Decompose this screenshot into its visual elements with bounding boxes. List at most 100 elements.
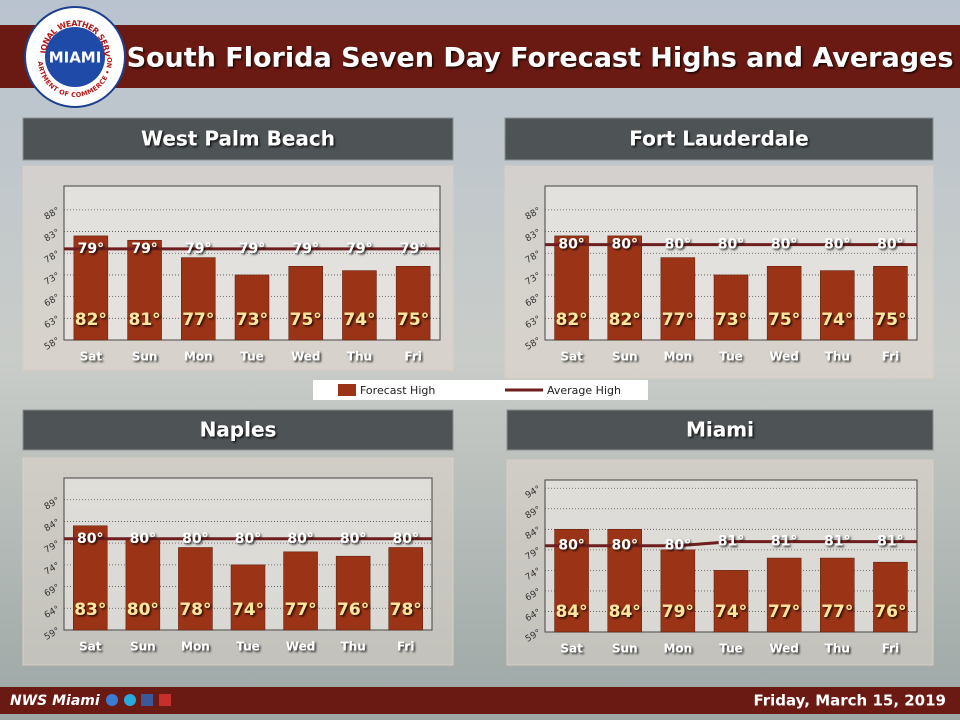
x-tick-label: Wed [769,350,799,364]
bar-value-label: 84° [555,602,587,622]
bar-value-label: 74° [821,310,853,330]
line-value-label: 80° [558,237,584,253]
line-value-label: 79° [185,241,211,257]
line-value-label: 80° [558,538,584,554]
line-value-label: 79° [292,241,318,257]
bar-value-label: 75° [397,310,429,330]
x-tick-label: Mon [663,350,692,364]
x-tick-label: Mon [663,642,692,656]
bar-value-label: 75° [768,310,800,330]
bar [554,235,589,341]
page-title: South Florida Seven Day Forecast Highs a… [127,43,954,74]
line-value-label: 79° [239,241,265,257]
line-value-label: 79° [346,241,372,257]
line-value-label: 79° [131,241,157,257]
x-tick-label: Sat [79,640,102,654]
x-tick-label: Tue [236,640,260,654]
line-value-label: 79° [400,241,426,257]
bar [234,274,270,341]
bar-value-label: 74° [232,600,264,620]
x-tick-label: Fri [404,350,421,364]
bar-value-label: 73° [715,310,747,330]
bar [820,270,855,341]
panel-title: Miami [686,418,754,442]
bar [178,547,213,631]
line-value-label: 80° [340,531,366,547]
line-value-label: 80° [77,531,103,547]
bar [395,266,431,341]
x-tick-label: Mon [184,350,213,364]
bar-value-label: 80° [127,600,159,620]
bar [342,270,377,341]
bar-value-label: 79° [662,602,694,622]
line-value-label: 81° [824,534,850,550]
line-value-label: 80° [611,538,637,554]
line-value-label: 80° [182,531,208,547]
bar [288,266,323,341]
header-bar [0,25,960,88]
bar [230,564,266,631]
bar [766,557,802,633]
bar [873,561,908,633]
x-tick-label: Fri [882,642,899,656]
bar-value-label: 82° [75,310,107,330]
x-tick-label: Thu [341,640,366,654]
bar [660,549,696,633]
line-value-label: 81° [877,534,903,550]
footer-left: NWS Miami [10,693,100,709]
line-value-label: 79° [78,241,104,257]
bar [607,235,642,341]
bar-value-label: 78° [390,600,422,620]
bar [181,257,216,341]
bar-value-label: 75° [874,310,906,330]
bar [766,266,802,341]
line-value-label: 80° [771,237,797,253]
x-tick-label: Thu [825,350,850,364]
logo-center: MIAMI [49,49,102,67]
line-value-label: 80° [392,531,418,547]
legend [313,380,648,400]
x-tick-label: Tue [719,642,743,656]
panel-title-bar [22,409,454,451]
line-value-label: 81° [771,534,797,550]
bar-value-label: 82° [609,310,641,330]
x-tick-label: Sun [132,350,158,364]
bar [73,525,108,631]
bar-value-label: 77° [284,600,316,620]
panel-title-bar [504,117,934,161]
bar-value-label: 74° [715,602,747,622]
bar-value-label: 83° [74,600,106,620]
line-value-label: 80° [130,531,156,547]
line-value-label: 80° [877,237,903,253]
line-value-label: 80° [665,237,691,253]
x-tick-label: Sat [560,642,583,656]
legend-label: Forecast High [360,384,435,397]
line-value-label: 80° [287,531,313,547]
icon [124,694,136,706]
panel-title: Naples [200,418,277,442]
line-value-label: 80° [235,531,261,547]
x-tick-label: Wed [291,350,321,364]
line-value-label: 80° [718,237,744,253]
bar [127,239,162,341]
line-value-label: 81° [718,534,744,550]
x-tick-label: Mon [181,640,210,654]
bar-value-label: 77° [821,602,853,622]
x-tick-label: Tue [719,350,743,364]
bar-value-label: 82° [555,310,587,330]
bar-value-label: 84° [609,602,641,622]
line-value-label: 80° [665,538,691,554]
x-tick-label: Tue [240,350,264,364]
panel-title: Fort Lauderdale [629,127,808,151]
legend-label: Average High [547,384,621,397]
bar-value-label: 77° [662,310,694,330]
average-line [545,540,917,548]
logo-core [45,27,105,87]
bar-value-label: 75° [290,310,322,330]
bar [660,257,696,341]
bar-value-label: 76° [874,602,906,622]
bar [335,555,371,631]
bar-value-label: 78° [179,600,211,620]
bar [713,274,749,341]
